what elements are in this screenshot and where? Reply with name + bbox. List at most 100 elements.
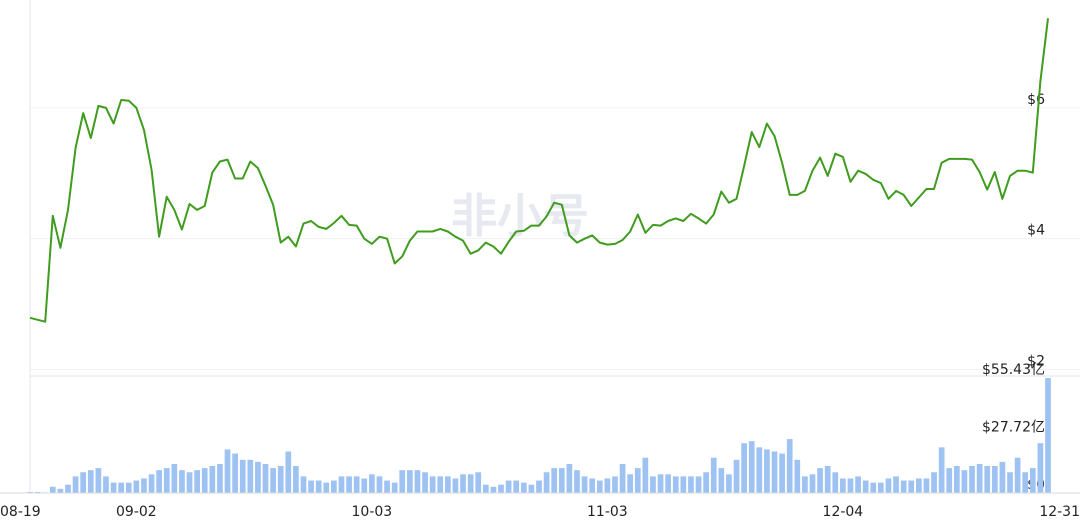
- y-tick-label: $2: [1027, 353, 1045, 369]
- volume-bar: [1045, 378, 1051, 493]
- y-tick-label: $55.43亿: [982, 362, 1045, 378]
- volume-bar: [779, 453, 785, 493]
- x-tick-label: 09-02: [116, 504, 157, 520]
- volume-bar: [384, 480, 390, 493]
- volume-bar: [946, 468, 953, 493]
- volume-bar: [710, 457, 717, 493]
- volume-bar: [217, 463, 223, 493]
- volume-bar: [490, 486, 497, 493]
- volume-bar: [1007, 472, 1013, 493]
- volume-bar: [931, 472, 937, 493]
- volume-bar: [277, 466, 284, 493]
- volume-bar: [528, 484, 535, 493]
- volume-bar: [262, 463, 269, 493]
- volume-bar: [642, 457, 649, 493]
- volume-bar: [1014, 457, 1021, 493]
- volume-bar: [376, 476, 383, 493]
- y-tick-label: $4: [1027, 223, 1045, 239]
- volume-bar: [566, 463, 573, 493]
- volume-bar: [118, 482, 125, 493]
- volume-bar: [194, 470, 200, 493]
- volume-bar: [923, 478, 930, 493]
- volume-bar: [733, 459, 740, 493]
- volume-bar: [1022, 472, 1029, 493]
- x-tick-label: 12-31: [1039, 504, 1080, 520]
- volume-bar: [110, 482, 117, 493]
- volume-bar: [361, 478, 368, 493]
- volume-bar: [991, 466, 998, 493]
- x-tick-label: 10-03: [352, 504, 393, 520]
- volume-bar: [953, 466, 960, 493]
- volume-bar: [270, 468, 276, 493]
- volume-bar: [802, 476, 808, 493]
- volume-bar: [49, 486, 56, 493]
- volume-bar: [346, 476, 352, 493]
- volume-bar: [308, 480, 314, 493]
- volume-bar: [794, 459, 801, 493]
- volume-bar: [574, 470, 580, 493]
- volume-bar: [999, 461, 1006, 493]
- volume-bar: [878, 482, 884, 493]
- volume-bar: [969, 466, 975, 493]
- volume-bar: [589, 478, 596, 493]
- volume-bar: [855, 476, 861, 493]
- volume-bar: [817, 468, 823, 493]
- volume-bar: [893, 476, 899, 493]
- volume-bar: [315, 480, 322, 493]
- volume-bar: [72, 476, 79, 493]
- volume-bar: [95, 468, 102, 493]
- volume-bar: [665, 474, 671, 493]
- volume-bar: [452, 478, 459, 493]
- volume-bar: [125, 482, 132, 493]
- volume-bar: [224, 449, 231, 493]
- volume-bar: [422, 472, 428, 493]
- volume-bar: [650, 476, 656, 493]
- volume-bar: [764, 449, 770, 493]
- volume-bar: [103, 476, 109, 493]
- volume-bar: [900, 480, 907, 493]
- volume-bar: [756, 447, 763, 493]
- volume-bar: [543, 472, 550, 493]
- volume-bar: [984, 466, 991, 493]
- volume-bar: [513, 480, 520, 493]
- volume-bar: [414, 470, 421, 493]
- volume-bar: [186, 472, 193, 493]
- volume-bar: [680, 476, 687, 493]
- volume-bar: [748, 441, 755, 493]
- volume-bar: [862, 480, 869, 493]
- volume-bar: [505, 480, 512, 493]
- volume-bar: [407, 470, 413, 493]
- y-tick-label: $27.72亿: [982, 419, 1045, 435]
- volume-bar: [141, 478, 147, 493]
- volume-bar: [908, 480, 915, 493]
- volume-bar: [399, 470, 406, 493]
- volume-bar: [612, 476, 618, 493]
- volume-bar: [520, 482, 527, 493]
- volume-bar: [201, 468, 208, 493]
- volume-bar: [885, 478, 892, 493]
- volume-bar: [695, 476, 702, 493]
- volume-bar: [209, 466, 216, 493]
- x-tick-label: 11-03: [587, 504, 628, 520]
- volume-bar: [558, 468, 565, 493]
- volume-bar: [27, 491, 33, 493]
- volume-bar: [596, 480, 603, 493]
- volume-bar: [627, 474, 634, 493]
- volume-bar: [938, 447, 945, 493]
- volume-bar: [391, 482, 398, 493]
- volume-bar: [255, 461, 261, 493]
- volume-bar: [300, 476, 307, 493]
- volume-bar: [482, 484, 489, 493]
- volume-bar: [444, 476, 451, 493]
- volume-bar: [809, 474, 816, 493]
- price-line: [29, 18, 1049, 323]
- volume-bar: [581, 476, 588, 493]
- volume-bar: [437, 476, 444, 493]
- volume-bar: [232, 453, 238, 493]
- volume-bar: [57, 488, 64, 493]
- volume-bar: [171, 463, 178, 493]
- volume-bar: [369, 474, 375, 493]
- volume-bar: [163, 468, 170, 493]
- watermark: 非小号: [451, 189, 589, 243]
